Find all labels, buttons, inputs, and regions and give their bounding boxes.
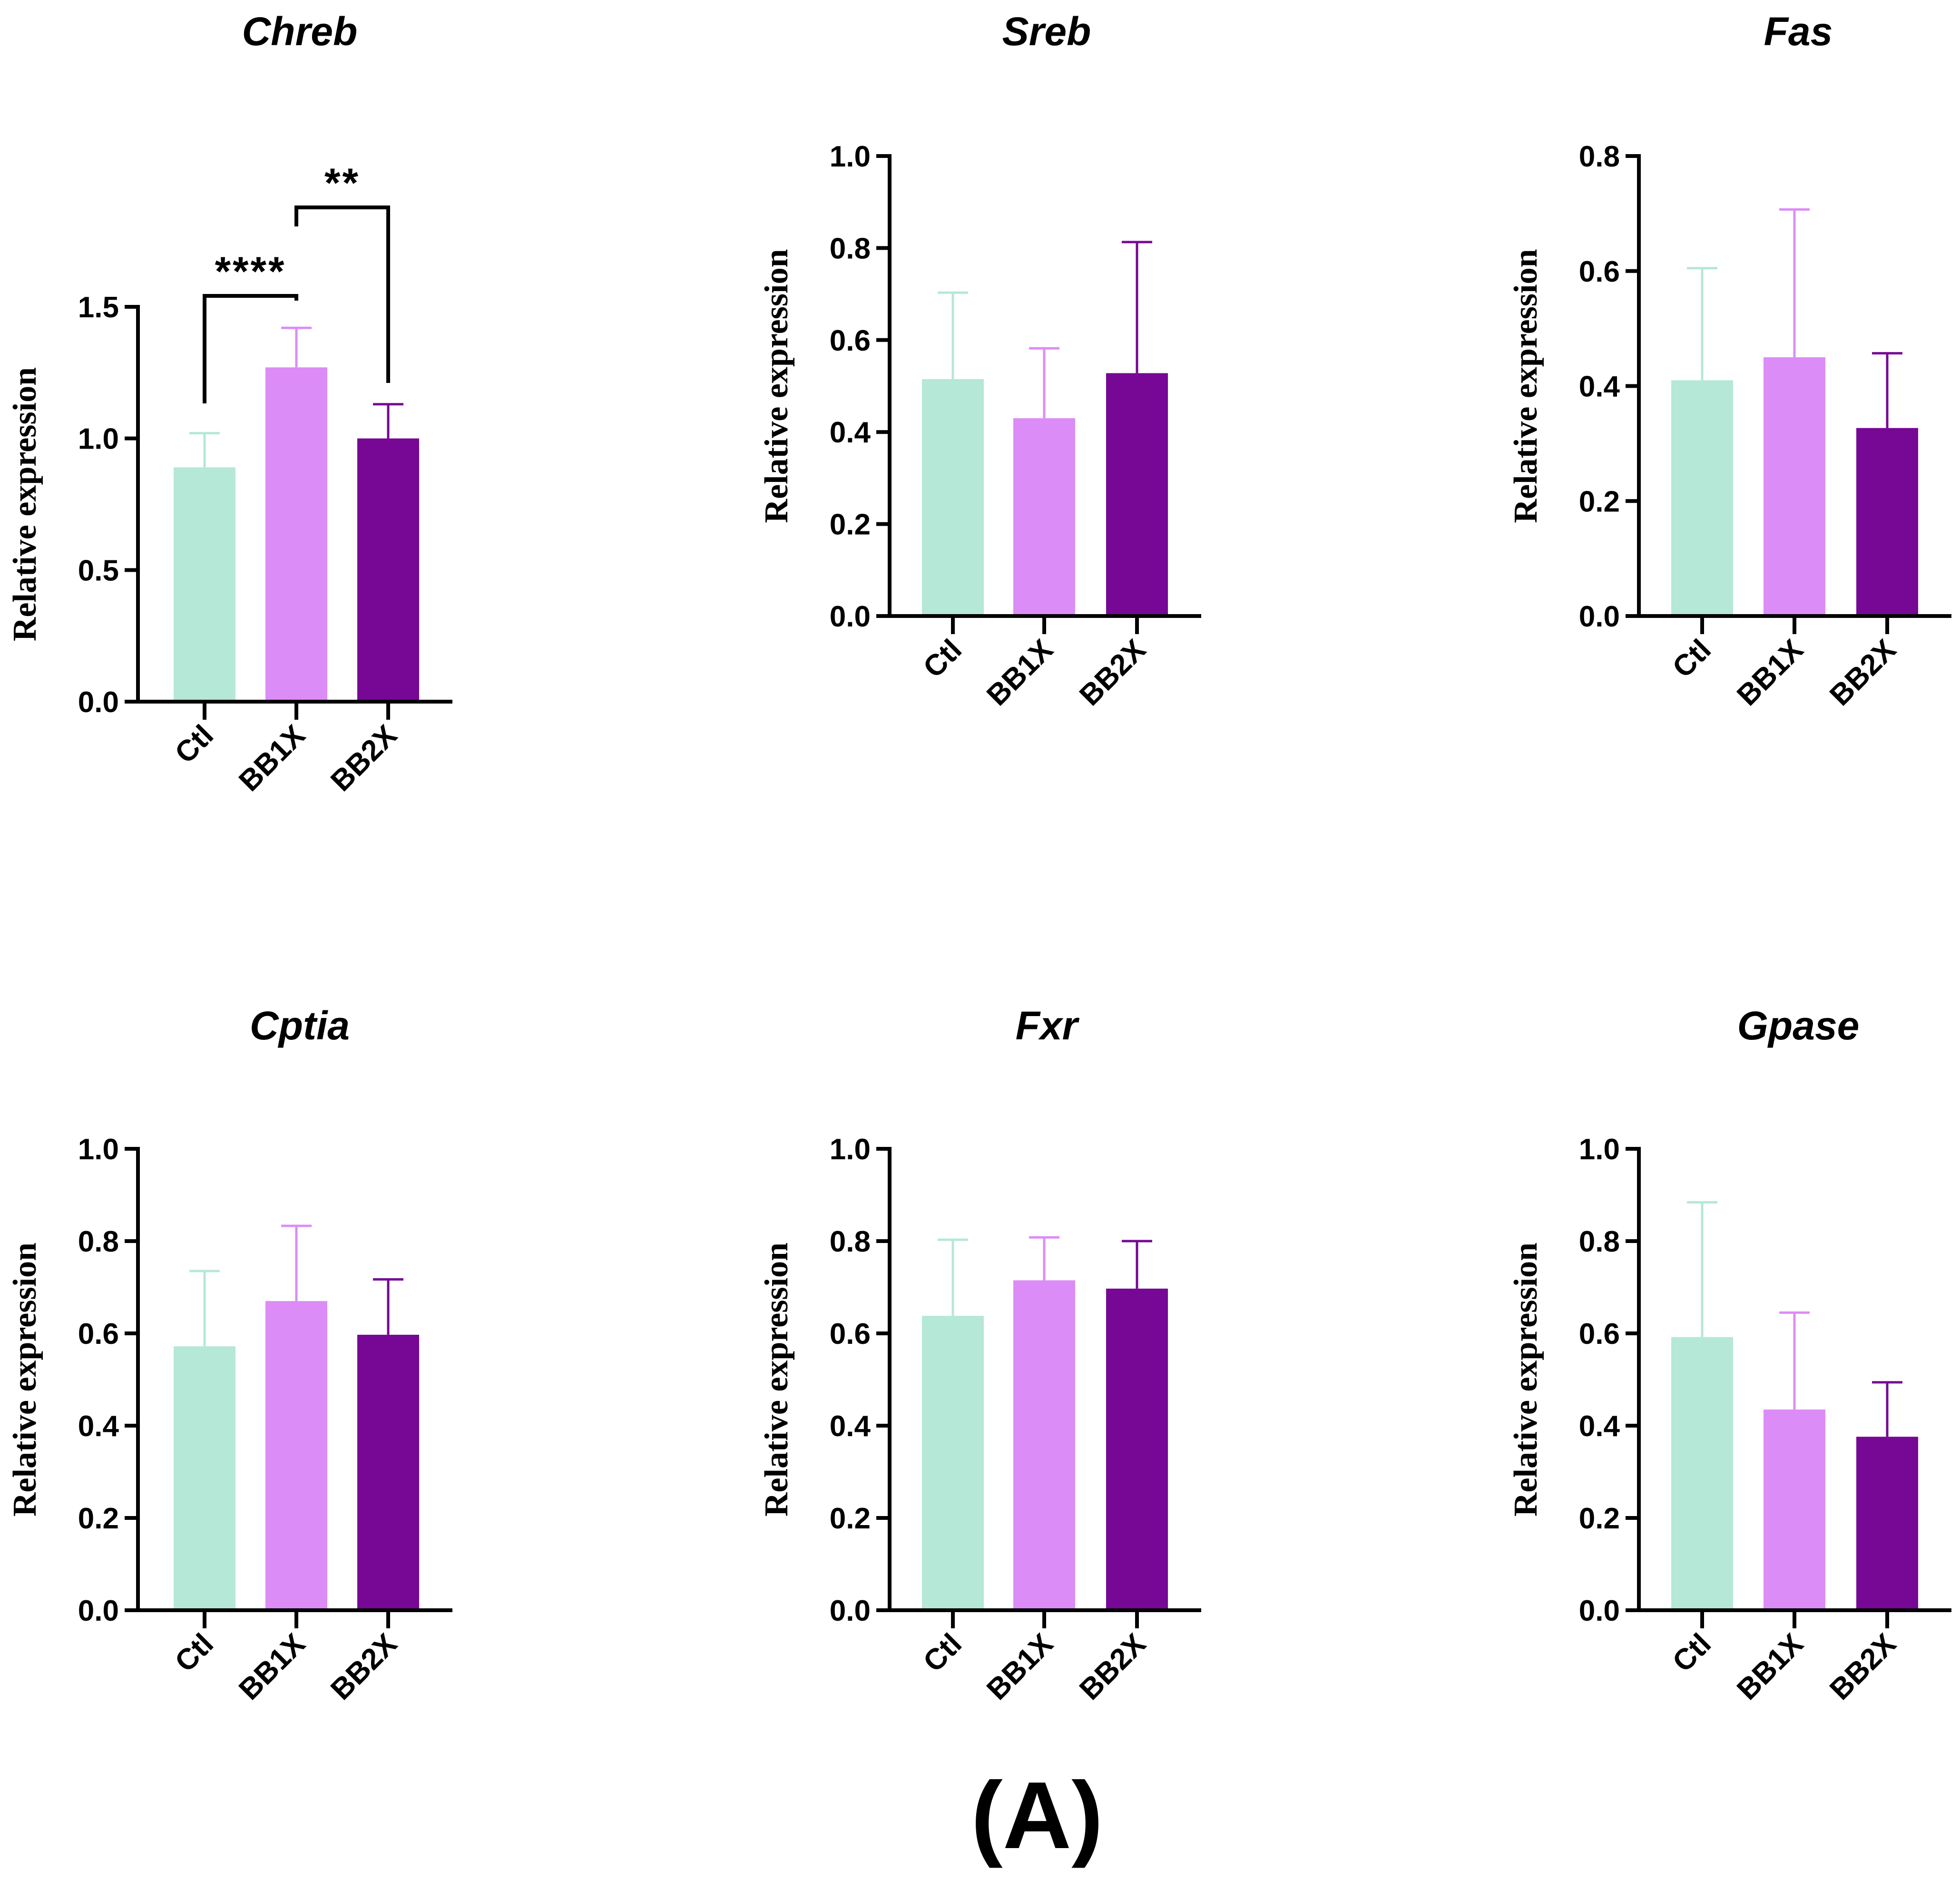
chart-1-bar-ctl — [174, 467, 235, 702]
chart-5-category-label-ctl: Ctl — [917, 1627, 968, 1678]
chart-6-y-tick-label: 0.4 — [1579, 1410, 1620, 1443]
chart-2-y-tick-label: 0.0 — [830, 600, 871, 633]
chart-2-bar-bb2x — [1106, 373, 1168, 616]
chart-5-y-tick-label: 0.0 — [830, 1595, 871, 1627]
chart-1-category-label-bb2x: BB2X — [324, 719, 403, 798]
chart-1-category-label-bb1x: BB1X — [233, 719, 312, 798]
chart-4-y-tick-label: 0.8 — [78, 1225, 119, 1258]
chart-5-category-label-bb2x: BB2X — [1073, 1627, 1152, 1706]
chart-5-title: Fxr — [1016, 1003, 1080, 1048]
chart-1-significance-label: **** — [215, 249, 286, 294]
chart-1-y-tick-label: 1.0 — [78, 423, 119, 456]
chart-4-y-axis-label: Relative expression — [7, 1243, 43, 1517]
chart-6-bar-bb2x — [1856, 1437, 1918, 1610]
chart-6-bar-bb1x — [1764, 1409, 1825, 1610]
chart-6-y-tick-label: 1.0 — [1579, 1133, 1620, 1166]
chart-4-category-label-ctl: Ctl — [169, 1627, 220, 1678]
chart-6-bar-ctl — [1671, 1337, 1733, 1610]
chart-6-y-tick-label: 0.8 — [1579, 1225, 1620, 1258]
chart-2-category-label-ctl: Ctl — [917, 633, 968, 684]
chart-1-y-axis-label: Relative expression — [7, 367, 43, 641]
figure-label: (A) — [971, 1762, 1103, 1869]
chart-4-category-label-bb2x: BB2X — [324, 1627, 403, 1706]
chart-4-bar-bb2x — [357, 1334, 419, 1610]
chart-5-bar-bb1x — [1013, 1280, 1075, 1610]
chart-4-y-tick-label: 0.6 — [78, 1318, 119, 1351]
chart-5-bar-bb2x — [1106, 1288, 1168, 1610]
chart-6-title: Gpase — [1737, 1003, 1860, 1048]
chart-4-y-tick-label: 0.0 — [78, 1595, 119, 1627]
chart-3-y-tick-label: 0.2 — [1579, 485, 1620, 518]
chart-5-y-tick-label: 0.2 — [830, 1502, 871, 1535]
chart-2-y-tick-label: 0.8 — [830, 232, 871, 265]
chart-1-significance-bracket — [203, 294, 298, 403]
chart-3-bar-ctl — [1671, 380, 1733, 616]
chart-2-bar-bb1x — [1013, 418, 1075, 616]
chart-3-bar-bb1x — [1764, 357, 1825, 616]
chart-5-y-tick-label: 0.4 — [830, 1410, 871, 1443]
chart-2-title: Sreb — [1002, 9, 1091, 54]
chart-5-y-tick-label: 1.0 — [830, 1133, 871, 1166]
chart-6-category-label-bb1x: BB1X — [1731, 1627, 1810, 1706]
chart-3-title: Fas — [1764, 9, 1833, 54]
chart-2-bar-ctl — [922, 379, 984, 616]
chart-5-y-tick-label: 0.6 — [830, 1318, 871, 1351]
chart-2-category-label-bb2x: BB2X — [1073, 633, 1152, 712]
chart-2-y-tick-label: 1.0 — [830, 140, 871, 173]
chart-1-y-tick-label: 0.5 — [78, 554, 119, 587]
chart-1-bar-bb2x — [357, 438, 419, 702]
chart-6-y-tick-label: 0.0 — [1579, 1595, 1620, 1627]
chart-1-title: Chreb — [242, 9, 358, 54]
chart-3-y-tick-label: 0.8 — [1579, 140, 1620, 173]
chart-4-category-label-bb1x: BB1X — [233, 1627, 312, 1706]
chart-4-y-tick-label: 0.4 — [78, 1410, 119, 1443]
chart-5-bar-ctl — [922, 1316, 984, 1610]
chart-6-category-label-ctl: Ctl — [1666, 1627, 1717, 1678]
chart-6-y-tick-label: 0.6 — [1579, 1318, 1620, 1351]
chart-3-y-axis-label: Relative expression — [1508, 249, 1544, 523]
chart-4-y-tick-label: 1.0 — [78, 1133, 119, 1166]
chart-1-significance-bracket — [294, 206, 390, 383]
chart-2-y-axis-label: Relative expression — [758, 249, 795, 523]
chart-2-y-tick-label: 0.2 — [830, 509, 871, 541]
chart-6-category-label-bb2x: BB2X — [1823, 1627, 1902, 1706]
chart-2-y-tick-label: 0.6 — [830, 324, 871, 357]
chart-1-significance-label: ** — [324, 160, 360, 206]
chart-2-y-tick-label: 0.4 — [830, 416, 871, 449]
chart-1-y-tick-label: 0.0 — [78, 686, 119, 719]
chart-3-y-tick-label: 0.4 — [1579, 371, 1620, 403]
chart-3-category-label-bb1x: BB1X — [1731, 633, 1810, 712]
chart-2-category-label-bb1x: BB1X — [980, 633, 1059, 712]
chart-1-bar-bb1x — [265, 367, 327, 702]
chart-1-y-tick-label: 1.5 — [78, 291, 119, 324]
chart-3-category-label-bb2x: BB2X — [1823, 633, 1902, 712]
chart-3-y-tick-label: 0.0 — [1579, 600, 1620, 633]
chart-1-category-label-ctl: Ctl — [169, 719, 220, 770]
chart-5-y-axis-label: Relative expression — [758, 1243, 795, 1517]
chart-4-y-tick-label: 0.2 — [78, 1502, 119, 1535]
chart-4-bar-ctl — [174, 1346, 235, 1610]
chart-6-y-tick-label: 0.2 — [1579, 1502, 1620, 1535]
chart-6-y-axis-label: Relative expression — [1508, 1243, 1544, 1517]
chart-3-bar-bb2x — [1856, 428, 1918, 616]
chart-4-bar-bb1x — [265, 1301, 327, 1610]
chart-3-category-label-ctl: Ctl — [1666, 633, 1717, 684]
chart-3-y-tick-label: 0.6 — [1579, 255, 1620, 288]
chart-5-y-tick-label: 0.8 — [830, 1225, 871, 1258]
chart-5-category-label-bb1x: BB1X — [980, 1627, 1059, 1706]
chart-4-title: Cptia — [250, 1003, 350, 1048]
